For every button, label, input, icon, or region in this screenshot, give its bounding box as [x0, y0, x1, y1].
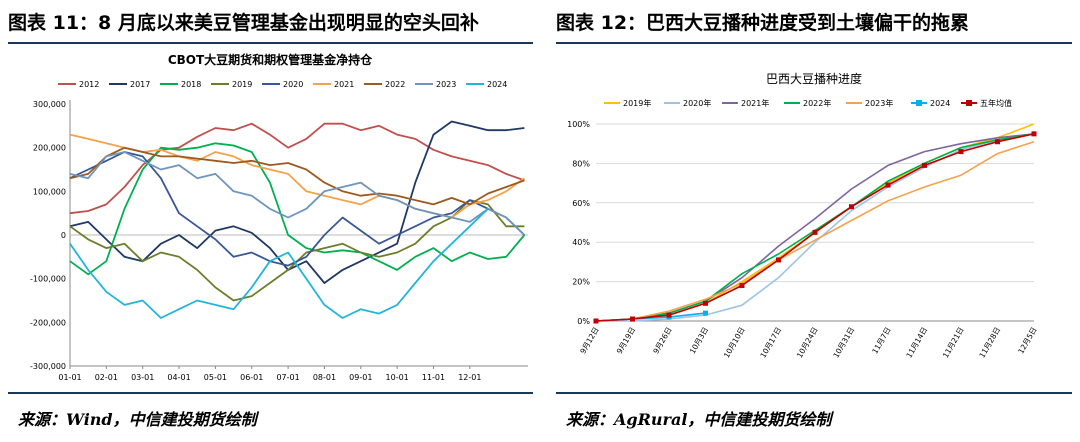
- planting-progress-chart: 巴西大豆播种进度 2019年 2020年 2021年 2022年 2023年 2024 五年均…: [567, 71, 1039, 360]
- x-tick-label: 10月17日: [758, 326, 783, 360]
- series-point-五年均值: [885, 182, 891, 188]
- series-point-五年均值: [849, 204, 854, 210]
- legend-label-2024: 2024: [487, 80, 507, 89]
- chart-title: CBOT大豆期货和期权管理基金净持仓: [168, 52, 373, 67]
- series-line-2020年: [596, 133, 1035, 322]
- x-tick-label: 01-01: [58, 373, 81, 382]
- right-bottom-rule: [556, 392, 1072, 394]
- series-line-2022: [69, 146, 525, 206]
- series-line-2021: [69, 133, 525, 219]
- legend-label-五年均值: 五年均值: [980, 98, 1012, 108]
- y-tick-label: 40%: [572, 238, 590, 247]
- y-tick-label: 0%: [577, 317, 590, 326]
- x-tick-label: 11月21日: [941, 326, 966, 360]
- x-tick-label: 11月14日: [904, 326, 929, 360]
- legend-marker-2024: [916, 100, 922, 106]
- y-tick-label: 80%: [572, 159, 590, 168]
- chart-title: 巴西大豆播种进度: [766, 71, 862, 86]
- x-tick-label: 06-01: [240, 373, 263, 382]
- x-tick-label: 05-01: [204, 373, 227, 382]
- left-panel-title: 图表 11：8 月底以来美豆管理基金出现明显的空头回补: [8, 12, 479, 34]
- x-tick-label: 10月10日: [722, 326, 747, 360]
- series-line-2023: [69, 151, 526, 236]
- series-point-五年均值: [776, 257, 781, 263]
- series-point-五年均值: [666, 312, 672, 318]
- legend-label-2023年: 2023年: [865, 98, 893, 108]
- x-tick-label: 08-01: [313, 373, 336, 382]
- y-tick-label: -100,000: [30, 275, 66, 284]
- series-line-2018: [69, 142, 526, 276]
- right-panel-title: 图表 12：巴西大豆播种进度受到土壤偏干的拖累: [556, 12, 970, 34]
- legend-marker-五年均值: [966, 100, 972, 106]
- y-tick-label: 300,000: [33, 100, 66, 109]
- y-tick-label: -300,000: [30, 362, 66, 371]
- legend-label-2019年: 2019年: [623, 98, 651, 108]
- series-line-2023年: [595, 140, 1035, 322]
- x-tick-label: 9月19日: [615, 326, 637, 356]
- x-tick-label: 02-01: [95, 373, 118, 382]
- legend-label-2021年: 2021年: [741, 98, 769, 108]
- legend-label-2022年: 2022年: [803, 98, 831, 108]
- x-tick-label: 03-01: [131, 373, 154, 382]
- series-line-五年均值: [595, 133, 1035, 322]
- x-tick-label: 11月28日: [977, 326, 1002, 360]
- legend-label-2023: 2023: [436, 80, 456, 89]
- x-tick-label: 9月26日: [651, 326, 673, 356]
- series-line-2019年: [595, 123, 1035, 322]
- series-point-五年均值: [593, 318, 599, 324]
- series-line-2024: [69, 208, 489, 319]
- y-tick-label: 20%: [572, 278, 590, 287]
- series-point-五年均值: [739, 283, 745, 289]
- series-point-五年均值: [703, 300, 708, 306]
- series-point-五年均值: [630, 316, 635, 322]
- x-tick-label: 10月24日: [795, 326, 820, 360]
- x-tick-label: 10月31日: [831, 326, 856, 360]
- x-tick-label: 12-01: [458, 373, 481, 382]
- x-tick-label: 07-01: [276, 373, 299, 382]
- y-tick-label: -200,000: [30, 318, 66, 327]
- series-point-五年均值: [812, 229, 818, 235]
- legend-label-2021: 2021: [334, 80, 354, 89]
- x-tick-label: 9月12日: [578, 326, 600, 356]
- legend-label-2017: 2017: [130, 80, 150, 89]
- legend-label-2012: 2012: [79, 80, 99, 89]
- legend-label-2018: 2018: [181, 80, 201, 89]
- left-title-rule: [8, 42, 533, 44]
- series-line-2020: [69, 151, 526, 267]
- legend-label-2019: 2019: [232, 80, 252, 89]
- y-tick-label: 200,000: [33, 144, 66, 153]
- series-line-2021年: [595, 133, 1035, 322]
- x-tick-label: 04-01: [167, 373, 190, 382]
- legend-label-2020: 2020: [283, 80, 303, 89]
- legend-label-2020年: 2020年: [683, 98, 711, 108]
- x-tick-label: 09-01: [349, 373, 372, 382]
- y-tick-label: 100,000: [33, 187, 66, 196]
- series-point-五年均值: [958, 149, 964, 155]
- y-tick-label: 100%: [567, 120, 590, 129]
- legend-label-2024: 2024: [930, 99, 950, 108]
- y-tick-label: 60%: [572, 199, 590, 208]
- left-bottom-rule: [8, 392, 533, 394]
- series-point-五年均值: [922, 162, 927, 168]
- x-tick-label: 10月3日: [688, 326, 710, 356]
- x-tick-label: 10-01: [386, 373, 409, 382]
- y-tick-label: 0: [61, 231, 66, 240]
- right-source-note: 来源：AgRural，中信建投期货绘制: [566, 410, 832, 429]
- right-title-rule: [556, 42, 1072, 44]
- x-tick-label: 11月7日: [870, 326, 892, 356]
- series-point-五年均值: [995, 139, 1000, 145]
- net-position-chart: CBOT大豆期货和期权管理基金净持仓 2012 2017 2018 2019 2020 20…: [30, 52, 528, 382]
- left-source-note: 来源：Wind，中信建投期货绘制: [18, 410, 257, 429]
- x-tick-label: 12月5日: [1016, 326, 1038, 356]
- series-point-2024: [703, 310, 708, 316]
- series-point-五年均值: [1031, 131, 1037, 137]
- x-tick-label: 11-01: [422, 373, 445, 382]
- series-line-2022年: [595, 133, 1035, 322]
- legend-label-2022: 2022: [385, 80, 405, 89]
